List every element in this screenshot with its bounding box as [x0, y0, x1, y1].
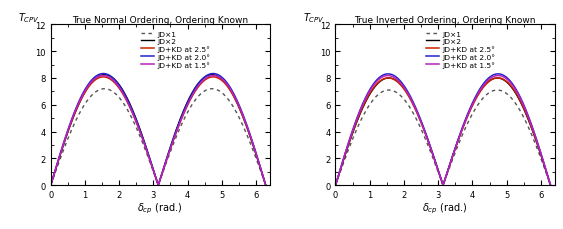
- X-axis label: $\delta_{cp}$ (rad.): $\delta_{cp}$ (rad.): [422, 201, 468, 215]
- X-axis label: $\delta_{cp}$ (rad.): $\delta_{cp}$ (rad.): [137, 201, 183, 215]
- Y-axis label: $T_{CPV}$: $T_{CPV}$: [303, 11, 324, 25]
- Title: True Inverted Ordering, Ordering Known: True Inverted Ordering, Ordering Known: [354, 15, 536, 25]
- Y-axis label: $T_{CPV}$: $T_{CPV}$: [18, 11, 39, 25]
- Legend: JD×1, JD×2, JD+KD at 2.5°, JD+KD at 2.0°, JD+KD at 1.5°: JD×1, JD×2, JD+KD at 2.5°, JD+KD at 2.0°…: [425, 30, 496, 69]
- Title: True Normal Ordering, Ordering Known: True Normal Ordering, Ordering Known: [72, 15, 248, 25]
- Legend: JD×1, JD×2, JD+KD at 2.5°, JD+KD at 2.0°, JD+KD at 1.5°: JD×1, JD×2, JD+KD at 2.5°, JD+KD at 2.0°…: [140, 30, 211, 69]
